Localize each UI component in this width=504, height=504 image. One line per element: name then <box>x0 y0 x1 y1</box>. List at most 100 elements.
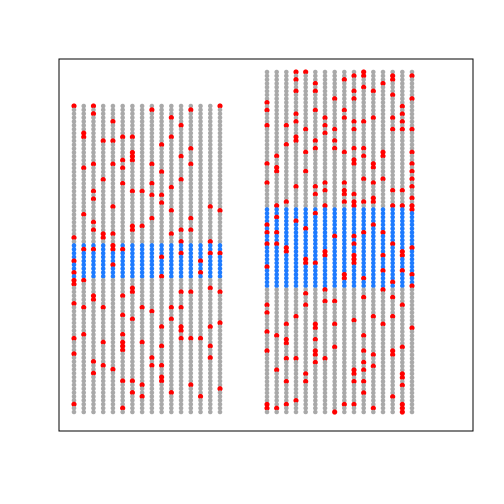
data-point <box>198 208 203 213</box>
data-point <box>100 328 106 333</box>
data-point <box>303 321 308 327</box>
data-point <box>264 398 270 403</box>
data-point <box>390 390 395 396</box>
data-point <box>169 227 174 233</box>
highlight-point <box>312 336 318 343</box>
data-point <box>400 329 405 335</box>
data-point <box>149 208 155 213</box>
data-point <box>380 325 386 331</box>
data-point <box>120 297 125 302</box>
data-point <box>361 100 366 105</box>
data-point <box>322 337 328 342</box>
data-point <box>380 394 386 400</box>
data-point <box>169 146 174 151</box>
band-point <box>217 247 223 252</box>
highlight-point <box>129 153 135 159</box>
data-point <box>207 405 213 411</box>
highlight-point <box>197 393 204 400</box>
data-point <box>313 333 318 338</box>
data-point <box>207 165 213 171</box>
data-point <box>71 297 77 302</box>
band-point <box>303 264 308 270</box>
data-point <box>120 169 125 175</box>
data-point <box>342 329 347 335</box>
data-point <box>207 312 213 318</box>
data-point <box>274 398 279 403</box>
data-point <box>91 320 96 326</box>
band-point <box>264 249 270 254</box>
data-point <box>371 138 376 144</box>
highlight-point <box>322 115 328 121</box>
data-point <box>169 359 174 364</box>
data-point <box>100 111 106 117</box>
highlight-point <box>341 401 347 407</box>
data-point <box>361 314 366 319</box>
band-point <box>361 222 366 228</box>
data-point <box>188 405 194 411</box>
band-point <box>274 218 279 224</box>
data-point <box>400 340 405 346</box>
band-point <box>293 272 299 277</box>
data-point <box>71 123 77 128</box>
data-point <box>313 394 318 400</box>
band-point <box>130 250 135 256</box>
data-point <box>178 390 184 395</box>
highlight-point <box>390 394 396 400</box>
data-point <box>400 348 405 354</box>
highlight-point <box>361 390 367 396</box>
data-point <box>217 188 223 194</box>
data-point <box>303 123 308 128</box>
data-point <box>130 359 135 364</box>
data-point <box>284 146 289 151</box>
data-point <box>400 100 405 105</box>
data-point <box>100 281 106 287</box>
data-point <box>188 177 194 182</box>
data-point <box>188 308 194 314</box>
data-point <box>81 312 87 318</box>
data-point <box>207 107 213 113</box>
data-point <box>81 107 87 113</box>
band-point <box>293 249 299 254</box>
data-point <box>198 223 203 229</box>
band-point <box>81 250 87 256</box>
data-point <box>100 343 106 349</box>
highlight-point <box>168 231 174 237</box>
data-point <box>91 405 96 411</box>
data-point <box>371 92 376 98</box>
data-point <box>81 285 87 291</box>
data-point <box>322 306 328 312</box>
data-point <box>100 157 106 163</box>
data-point <box>390 165 395 170</box>
data-point <box>371 100 376 105</box>
data-point <box>303 184 308 189</box>
data-point <box>198 359 203 364</box>
data-point <box>380 295 386 300</box>
data-point <box>188 154 194 159</box>
band-point <box>332 237 337 243</box>
band-point <box>293 241 299 247</box>
data-point <box>159 394 164 399</box>
data-point <box>274 298 279 304</box>
data-point <box>303 81 308 86</box>
highlight-point <box>322 248 328 255</box>
band-point <box>361 249 366 254</box>
band-point <box>390 245 395 251</box>
data-point <box>342 287 347 293</box>
data-point <box>293 295 299 300</box>
data-point <box>178 231 184 237</box>
data-point <box>207 219 213 225</box>
band-point <box>380 233 386 239</box>
data-point <box>332 172 337 178</box>
data-point <box>313 409 318 415</box>
data-point <box>91 351 96 357</box>
data-point <box>380 127 386 132</box>
data-point <box>188 150 194 155</box>
highlight-point <box>274 203 280 209</box>
band-point <box>400 256 405 262</box>
band-point <box>322 226 328 231</box>
data-point <box>207 386 213 392</box>
data-point <box>380 188 386 193</box>
data-point <box>120 328 125 333</box>
band-point <box>371 272 376 277</box>
